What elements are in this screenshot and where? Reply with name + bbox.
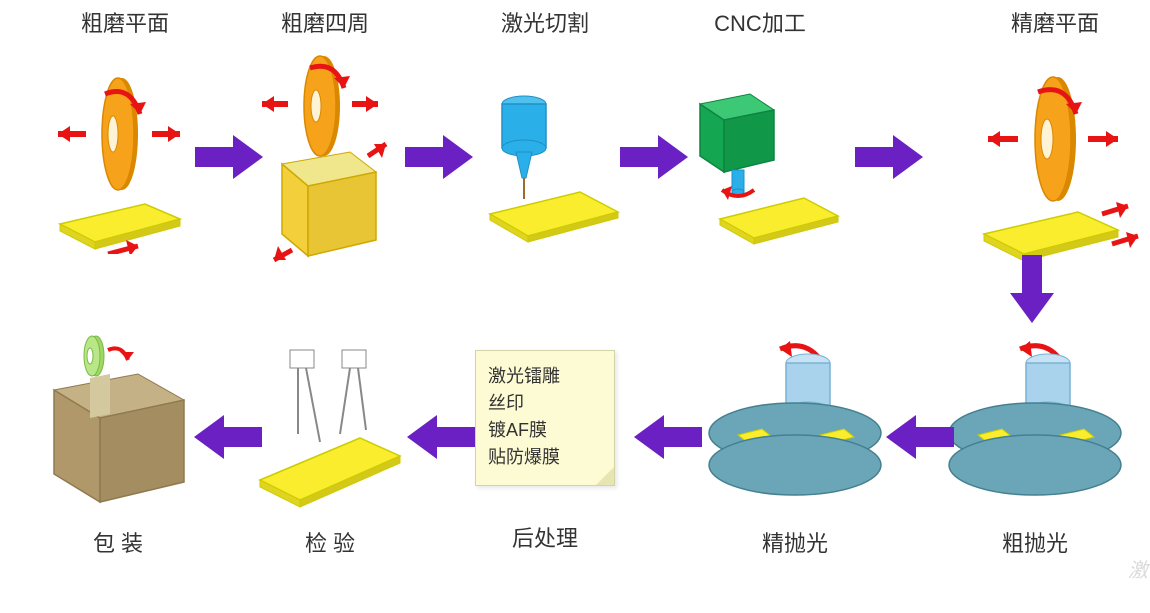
note-line: 镀AF膜: [488, 417, 598, 444]
label: 粗抛光: [940, 526, 1130, 558]
note-line: 激光镭雕: [488, 363, 598, 390]
grind-edge-icon: [250, 44, 400, 264]
label: 粗磨四周: [250, 6, 400, 38]
step-baozhuang: 包 装: [38, 330, 198, 558]
cnc-icon: [680, 44, 840, 254]
step-jingpao: 精抛光: [700, 335, 890, 558]
box-icon: [38, 330, 198, 515]
arrow-right-1: [195, 135, 265, 179]
arrow-right-2: [405, 135, 475, 179]
inspect-icon: [250, 330, 410, 515]
arrow-left-4: [192, 415, 262, 459]
arrow-left-2: [632, 415, 702, 459]
step-laser: 激光切割: [470, 6, 620, 259]
arrow-right-3: [620, 135, 690, 179]
label: 激光切割: [470, 6, 620, 38]
label: 粗磨平面: [50, 6, 200, 38]
step-jianyan: 检 验: [250, 330, 410, 558]
label: 后处理: [475, 521, 615, 553]
grind-fine-icon: [970, 44, 1140, 264]
label: 包 装: [38, 526, 198, 558]
polish-fine-icon: [700, 335, 890, 515]
label: 精磨平面: [970, 6, 1140, 38]
arrow-right-4: [855, 135, 925, 179]
arrow-down: [1010, 255, 1054, 325]
houchuli-label-wrap: 后处理: [475, 515, 615, 553]
step-cupao: 粗抛光: [940, 335, 1130, 558]
step-cnc: CNC加工: [680, 6, 840, 259]
label: 精抛光: [700, 526, 890, 558]
watermark: 激: [1128, 554, 1148, 583]
step-jingmo: 精磨平面: [970, 6, 1140, 269]
laser-icon: [470, 44, 620, 254]
label: CNC加工: [680, 6, 840, 38]
step-houchuli: 激光镭雕 丝印 镀AF膜 贴防爆膜: [475, 350, 615, 486]
step-cumo-sizhou: 粗磨四周: [250, 6, 400, 269]
arrow-left-3: [405, 415, 475, 459]
step-cumo-pingmian: 粗磨平面: [50, 6, 200, 259]
label: 检 验: [250, 526, 410, 558]
arrow-left-1: [884, 415, 954, 459]
polish-rough-icon: [940, 335, 1130, 515]
grind-flat-icon: [50, 44, 200, 254]
note-line: 丝印: [488, 390, 598, 417]
note-line: 贴防爆膜: [488, 444, 598, 471]
